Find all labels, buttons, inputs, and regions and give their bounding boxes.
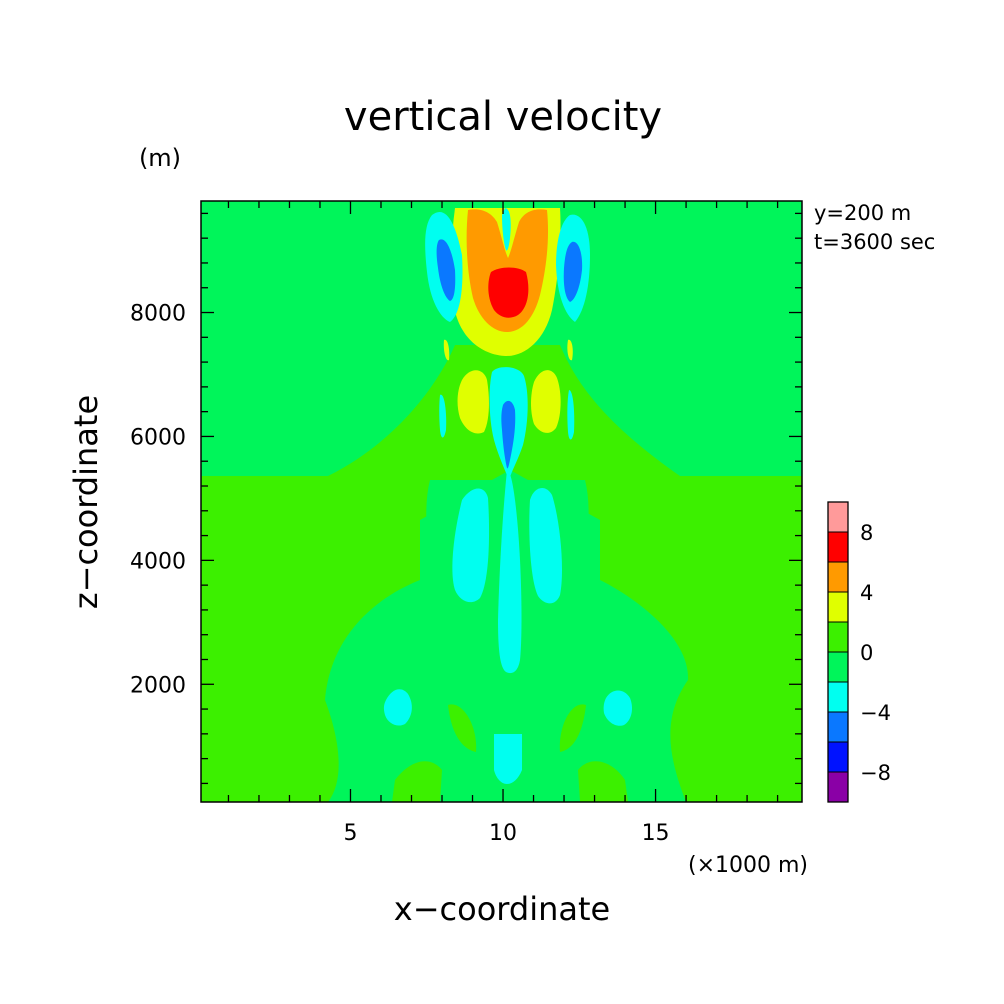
background-region-lower-layer [201,345,802,802]
colorbar: 8 4 0 −4 −8 [827,501,891,803]
y-tick-label: 8000 [130,302,186,327]
x-tick-label: 10 [489,821,517,846]
left-low-downdraft [452,488,490,603]
colorbar-swatch [828,532,848,562]
colorbar-swatch [828,652,848,682]
y-units-label: (m) [139,144,181,172]
colorbar-tick-label: −8 [860,761,891,785]
colorbar-swatch [828,622,848,652]
colorbar-tick-label: 8 [860,521,873,545]
right-mid-sliver [567,390,575,440]
central-near-surface-downdraft [494,734,522,784]
colorbar-frame [827,501,849,803]
x-tick-label: 15 [642,821,670,846]
surface-patch-left [392,761,442,802]
updraft-core-max [488,267,529,318]
left-flank-downdraft [436,239,456,301]
surface-patch-right [578,761,628,802]
annotation-t: t=3600 sec [814,230,935,254]
right-low-downdraft [529,487,563,604]
plot-area [201,201,802,802]
annotation-y: y=200 m [814,201,911,225]
small-updraft-right [567,339,573,361]
left-mid-sliver [439,394,447,438]
x-tick-label: 5 [343,821,357,846]
colorbar-tick-label: 4 [860,581,873,605]
colorbar-swatch [828,772,848,802]
plot-frame [200,200,803,803]
colorbar-swatch [828,682,848,712]
right-flank-downdraft [563,241,583,302]
x-axis-label: x−coordinate [394,890,610,928]
lower-downdraft-column [498,470,522,674]
y-tick-label: 4000 [130,549,186,574]
chart-title: vertical velocity [344,94,662,140]
right-near-surface-downdraft [603,690,632,726]
left-near-surface-downdraft [383,689,412,726]
y-axis-label: z−coordinate [67,395,105,609]
colorbar-swatch [828,592,848,622]
colorbar-tick-label: −4 [860,701,891,725]
colorbar-swatch [828,712,848,742]
axis-ticks: 5 10 15 2000 4000 6000 8000 [130,201,802,846]
y-tick-label: 2000 [130,673,186,698]
lower-green-patch-right [559,704,586,752]
small-updraft-left [443,339,450,361]
lower-green-patch-left [448,704,477,752]
top-downdraft-gap [502,208,511,251]
colorbar-swatch [828,502,848,532]
colorbar-swatch [828,562,848,592]
left-mid-updraft [457,370,489,434]
colorbar-swatch [828,742,848,772]
mid-level-downdraft [501,400,516,469]
colorbar-tick-label: 0 [860,641,873,665]
x-units-label: (×1000 m) [688,853,808,878]
right-mid-updraft [531,370,561,433]
y-tick-label: 6000 [130,425,186,450]
